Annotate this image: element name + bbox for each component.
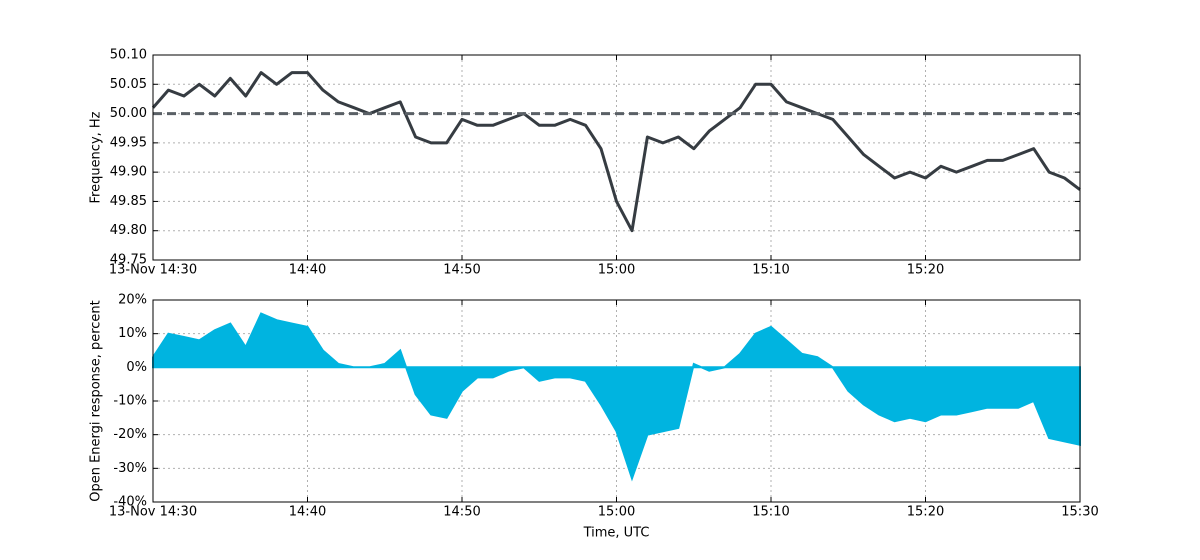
y-tick-label: 20%	[118, 293, 147, 308]
x-tick-label: 14:40	[289, 263, 326, 278]
x-tick-label: 14:40	[289, 505, 326, 520]
x-tick-label: 15:00	[598, 505, 635, 520]
x-tick-label: 15:20	[907, 505, 944, 520]
y-tick-label: -10%	[113, 394, 147, 409]
frequency-line	[151, 71, 1081, 233]
y-tick-label: 50.10	[110, 48, 147, 63]
y-tick-label: -40%	[113, 495, 147, 510]
y-axis-label: Frequency, Hz	[89, 111, 104, 203]
x-tick-label: 15:10	[752, 505, 789, 520]
y-tick-label: 49.85	[110, 194, 147, 209]
x-tick-label: 14:50	[443, 263, 480, 278]
y-tick-label: 50.05	[110, 77, 147, 92]
y-tick-label: 49.95	[110, 135, 147, 150]
y-tick-label: 49.90	[110, 165, 147, 180]
y-tick-label: -30%	[113, 461, 147, 476]
response-area	[152, 312, 1081, 482]
x-tick-label: 15:30	[1061, 505, 1098, 520]
x-tick-label: 15:20	[907, 263, 944, 278]
plot-frame	[152, 299, 1081, 503]
x-tick-label: 13-Nov 14:30	[109, 263, 197, 278]
y-tick-label: 10%	[118, 326, 147, 341]
x-tick-label: 15:00	[598, 263, 635, 278]
x-tick-label: 13-Nov 14:30	[109, 505, 197, 520]
y-tick-label: 49.80	[110, 223, 147, 238]
y-tick-label: 50.00	[110, 106, 147, 121]
y-tick-label: -20%	[113, 427, 147, 442]
y-tick-label: 49.75	[110, 253, 147, 268]
plot-frame	[152, 54, 1081, 261]
x-tick-label: 15:10	[752, 263, 789, 278]
x-tick-label: 14:50	[443, 505, 480, 520]
y-tick-label: 0%	[126, 360, 147, 375]
x-axis-label: Time, UTC	[583, 526, 650, 541]
y-axis-label: Open Energi response, percent	[89, 300, 104, 502]
